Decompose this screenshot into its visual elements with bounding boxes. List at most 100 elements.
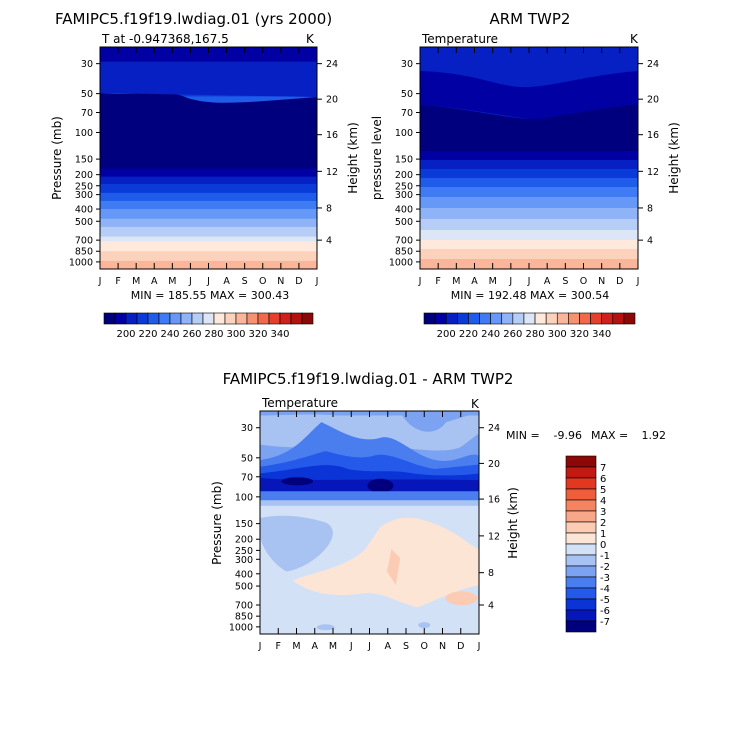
pressure-tick-label: 50 (81, 89, 93, 100)
month-tick-label: A (471, 276, 478, 287)
month-tick-label: J (349, 641, 353, 652)
warm-spot (445, 591, 478, 606)
height-tick-label: 12 (488, 531, 500, 542)
warm-spot (387, 549, 401, 585)
pressure-tick-label: 300 (395, 190, 413, 201)
model-panel-min-max: MIN = 185.55 MAX = 300.43 (131, 289, 289, 302)
difference-max-label: MAX = (591, 429, 628, 442)
month-tick-label: J (508, 276, 512, 287)
height-tick-label: 4 (488, 601, 494, 612)
temperature-band (420, 169, 638, 179)
colorbar-tick-label: 3 (600, 507, 606, 518)
pressure-tick-label: 1000 (69, 257, 93, 268)
colorbar-cell (565, 620, 597, 633)
colorbar-tick-label: 280 (204, 329, 223, 340)
pressure-tick-label: 70 (401, 108, 413, 119)
difference-panel-height-ticks: 24 20 16 12 8 4 (479, 423, 500, 612)
model-panel-subtitle: T at -0.947368,167.5 (101, 32, 229, 46)
month-tick-label: N (598, 276, 605, 287)
pressure-tick-label: 500 (75, 217, 93, 228)
temperature-band (100, 183, 317, 194)
month-tick-label: D (295, 276, 302, 287)
colorbar-tick-label: -1 (600, 551, 610, 562)
pressure-tick-label: 70 (241, 472, 253, 483)
colorbar-cell (565, 466, 597, 479)
colorbar-cell (565, 565, 597, 578)
height-tick-label: 20 (488, 459, 500, 470)
colorbar-tick-label: 4 (600, 496, 606, 507)
colorbar-cell (290, 312, 303, 325)
pressure-tick-label: 100 (75, 128, 93, 139)
difference-panel-title: FAMIPC5.f19f19.lwdiag.01 - ARM TWP2 (223, 370, 514, 388)
colorbar-cell (579, 312, 591, 325)
month-tick-label: J (418, 276, 422, 287)
upper-layer (420, 71, 638, 120)
cold-layer (420, 104, 638, 143)
colorbar-cell (490, 312, 503, 325)
colorbar-cell (235, 312, 248, 325)
colorbar-cell (125, 312, 138, 325)
month-tick-label: M (489, 276, 497, 287)
colorbar-tick-label: 220 (138, 329, 157, 340)
pressure-tick-label: 30 (241, 423, 253, 434)
month-tick-label: O (259, 276, 266, 287)
colorbar-cell (565, 543, 597, 556)
obs-panel-title: ARM TWP2 (490, 10, 571, 28)
pressure-tick-label: 100 (235, 492, 253, 503)
temperature-band (420, 187, 638, 198)
height-tick-label: 4 (326, 236, 332, 247)
colorbar-tick-label: -3 (600, 573, 610, 584)
colorbar-cell (136, 312, 149, 325)
colorbar-tick-label: 240 (481, 329, 500, 340)
temperature-band (100, 226, 317, 238)
colorbar-cell (612, 312, 625, 325)
colorbar-cell (114, 312, 127, 325)
obs-panel-ylabel-right: Height (km) (667, 122, 681, 193)
pressure-tick-label: 200 (75, 170, 93, 181)
height-tick-label: 24 (488, 423, 500, 434)
cold-layer (100, 92, 317, 144)
colorbar-tick-label: 220 (459, 329, 478, 340)
colorbar-cell (301, 312, 314, 325)
month-tick-label: A (223, 276, 230, 287)
colorbar-cell (565, 499, 597, 512)
month-tick-label: O (580, 276, 587, 287)
transition-band (260, 500, 479, 506)
pressure-tick-label: 1000 (389, 257, 413, 268)
colorbar-tick-label: 280 (526, 329, 545, 340)
month-tick-label: S (562, 276, 568, 287)
colorbar-cell (246, 312, 259, 325)
model-panel-title: FAMIPC5.f19f19.lwdiag.01 (yrs 2000) (55, 10, 332, 28)
cold-core (281, 477, 314, 486)
temperature-band (420, 197, 638, 209)
colorbar-cell (545, 312, 558, 325)
month-tick-label: J (636, 276, 640, 287)
pressure-tick-label: 70 (81, 108, 93, 119)
height-tick-label: 16 (647, 130, 659, 141)
pressure-tick-label: 150 (395, 155, 413, 166)
colorbar-cell (523, 312, 536, 325)
colorbar-cell (434, 312, 447, 325)
colorbar-tick-label: 320 (570, 329, 589, 340)
colorbar-cell (565, 455, 597, 468)
colorbar-tick-label: 1 (600, 529, 606, 540)
colorbar-tick-label: -6 (600, 606, 610, 617)
colorbar-cell (103, 312, 116, 325)
month-tick-label: M (292, 641, 300, 652)
temperature-band (420, 249, 638, 260)
colorbar-cell (268, 312, 281, 325)
temperature-band (420, 208, 638, 220)
month-tick-label: F (435, 276, 440, 287)
temperature-band (100, 176, 317, 185)
month-tick-label: M (132, 276, 140, 287)
height-tick-label: 12 (647, 167, 659, 178)
colorbar-cell (534, 312, 547, 325)
pressure-tick-label: 300 (75, 190, 93, 201)
obs-panel-min-max: MIN = 192.48 MAX = 300.54 (451, 289, 609, 302)
colorbar-cell (202, 312, 215, 325)
